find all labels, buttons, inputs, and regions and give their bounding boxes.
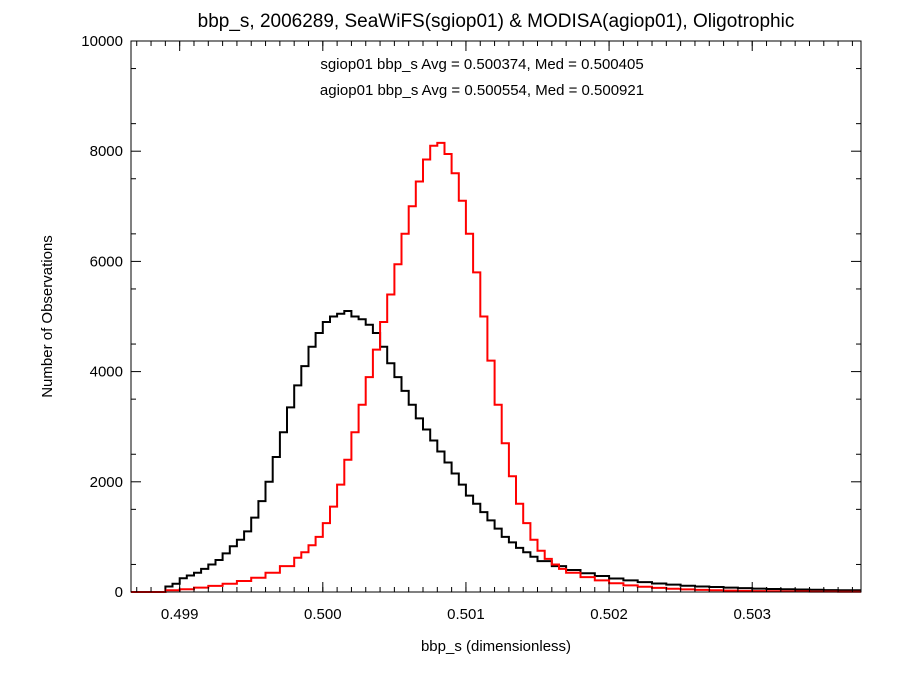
series-line-agiop01 [131, 141, 861, 593]
plot-series [131, 141, 861, 593]
y-axis: 0 2000 4000 6000 8000 10000 [81, 33, 861, 601]
x-tick-label: 0.501 [447, 606, 485, 623]
y-tick-label: 4000 [90, 364, 123, 381]
x-tick-label: 0.499 [161, 606, 199, 623]
x-axis-label: bbp_s (dimensionless) [421, 638, 571, 655]
x-axis: 0.499 0.500 0.501 0.502 0.503 [136, 41, 853, 623]
y-tick-label: 8000 [90, 143, 123, 160]
plot-frame [130, 40, 862, 593]
series-line-sgiop01 [131, 310, 861, 593]
y-tick-label: 0 [115, 584, 123, 601]
y-tick-label: 10000 [81, 33, 123, 50]
annotation-sgiop01-stats: sgiop01 bbp_s Avg = 0.500374, Med = 0.50… [320, 56, 643, 73]
y-axis-label: Number of Observations [39, 235, 56, 398]
x-tick-label: 0.502 [590, 606, 628, 623]
x-tick-label: 0.503 [733, 606, 771, 623]
y-tick-label: 6000 [90, 253, 123, 270]
x-tick-label: 0.500 [304, 606, 342, 623]
chart-title: bbp_s, 2006289, SeaWiFS(sgiop01) & MODIS… [198, 11, 795, 32]
annotation-agiop01-stats: agiop01 bbp_s Avg = 0.500554, Med = 0.50… [320, 82, 644, 99]
y-tick-label: 2000 [90, 474, 123, 491]
